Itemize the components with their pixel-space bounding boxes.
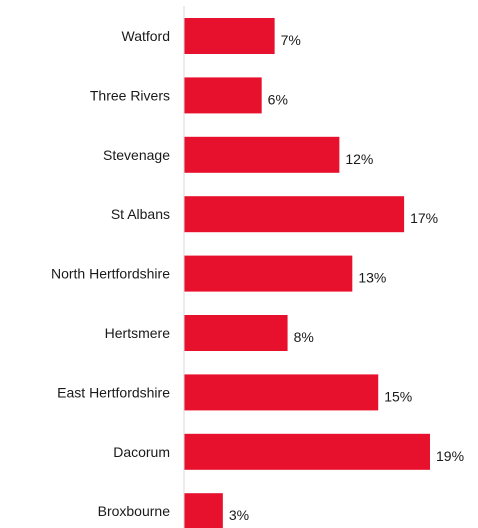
value-label: 6% (268, 91, 288, 107)
category-label: North Hertfordshire (51, 266, 170, 282)
bar (184, 493, 223, 528)
bar (184, 315, 288, 351)
bar (184, 18, 275, 54)
category-label: Dacorum (113, 444, 170, 460)
category-label: Three Rivers (90, 87, 170, 103)
category-label: Broxbourne (98, 503, 171, 519)
bar (184, 196, 405, 233)
value-label: 15% (384, 388, 412, 404)
value-label: 13% (358, 270, 386, 286)
bar (184, 433, 430, 470)
value-label: 3% (229, 507, 249, 523)
bar (184, 374, 379, 411)
bar (184, 136, 340, 173)
bar (184, 77, 262, 114)
value-label: 7% (281, 32, 301, 48)
value-label: 8% (294, 329, 314, 345)
bars-group: Watford 7% Three Rivers 6% Stevenage 12% St Al… (51, 18, 464, 528)
category-label: Hertsmere (105, 325, 171, 341)
value-label: 19% (436, 448, 464, 464)
category-label: Watford (122, 28, 171, 44)
bar (184, 255, 353, 292)
category-label: East Hertfordshire (57, 384, 170, 400)
category-label: St Albans (111, 206, 170, 222)
value-label: 17% (410, 210, 438, 226)
category-label: Stevenage (103, 147, 170, 163)
value-label: 12% (345, 151, 373, 167)
